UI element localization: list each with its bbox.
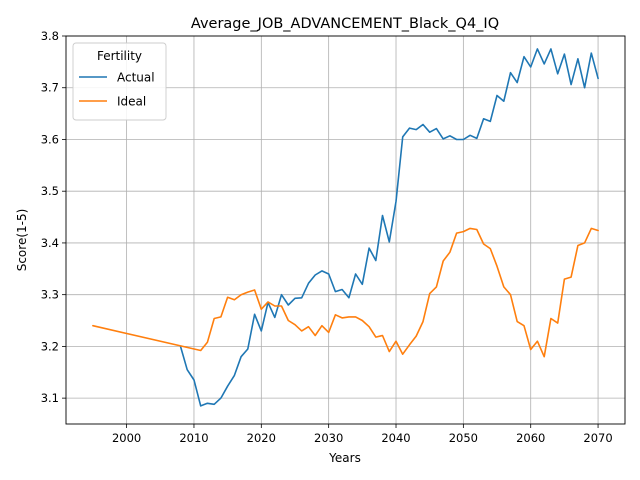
legend-title: Fertility (97, 49, 142, 63)
series-line-ideal (92, 227, 599, 358)
x-tick-label: 2070 (583, 431, 612, 445)
x-axis-label: Years (328, 451, 361, 465)
series-line-actual (179, 48, 599, 407)
y-tick-label: 3.1 (41, 391, 59, 405)
x-tick-label: 2030 (314, 431, 343, 445)
legend-label-actual: Actual (117, 71, 155, 85)
y-tick-label: 3.2 (41, 339, 59, 353)
legend-label-ideal: Ideal (117, 95, 146, 109)
y-tick-label: 3.3 (41, 288, 59, 302)
y-tick-label: 3.8 (41, 29, 59, 43)
plot-frame (65, 35, 626, 425)
chart-title: Average_JOB_ADVANCEMENT_Black_Q4_IQ (191, 16, 499, 32)
x-tick-label: 2000 (112, 431, 141, 445)
series-layer (92, 48, 599, 407)
x-tick-label: 2040 (381, 431, 410, 445)
y-tick-label: 3.5 (41, 184, 59, 198)
y-tick-label: 3.7 (41, 81, 59, 95)
y-axis-label: Score(1-5) (15, 209, 29, 272)
legend: Fertility Actual Ideal (72, 42, 167, 121)
x-tick-label: 2010 (179, 431, 208, 445)
x-axis: 2000 2010 2020 2030 2040 2050 2060 2070 (112, 424, 613, 445)
y-axis: 3.1 3.2 3.3 3.4 3.5 3.6 3.7 3.8 (41, 29, 66, 405)
y-tick-label: 3.6 (41, 132, 59, 146)
x-tick-label: 2060 (516, 431, 545, 445)
x-tick-label: 2050 (449, 431, 478, 445)
grid (66, 35, 625, 424)
x-tick-label: 2020 (247, 431, 276, 445)
y-tick-label: 3.4 (41, 236, 59, 250)
